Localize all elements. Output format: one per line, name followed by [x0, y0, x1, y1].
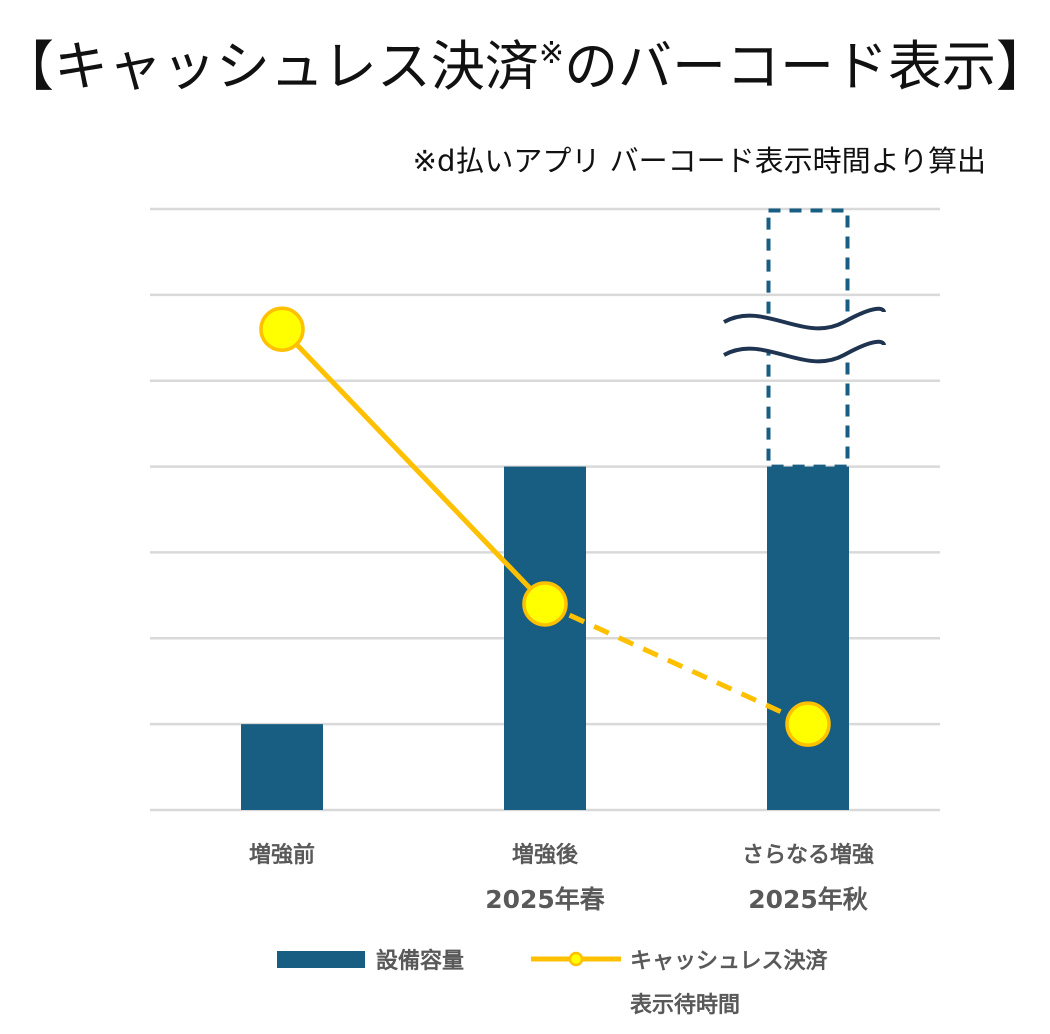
x-tick-label-1: 増強前: [249, 842, 315, 868]
title-main-before: 【キャッシュレス決済: [0, 35, 539, 98]
chart-subtitle: ※d払いアプリ バーコード表示時間より算出: [412, 144, 986, 178]
x-tick-label-2: 増強後: [512, 842, 579, 868]
line-point-1: [259, 306, 305, 352]
x-tick-sublabel-3: 2025年秋: [748, 885, 869, 914]
bar-3: [767, 466, 849, 810]
x-tick-label-3: さらなる増強: [742, 842, 874, 868]
legend-line-marker: [568, 951, 584, 967]
title-main-after: のバーコード表示】: [564, 35, 1050, 98]
line-segment-2: [543, 601, 810, 727]
legend-line-label-line1: キャッシュレス決済: [630, 948, 829, 974]
axis-break-line-lower: [723, 339, 886, 364]
chart-title: 【キャッシュレス決済※のバーコード表示】: [0, 22, 1050, 101]
legend-bar-swatch: [277, 951, 365, 968]
axis-break-line-upper: [723, 306, 886, 331]
legend-bar-label: 設備容量: [376, 948, 464, 974]
title-note-mark: ※: [538, 36, 565, 71]
bar-2: [504, 466, 586, 810]
line-segment-1: [280, 327, 547, 606]
line-point-3: [785, 701, 831, 747]
bar-1: [241, 724, 323, 810]
x-tick-sublabel-2: 2025年春: [485, 885, 605, 914]
line-point-2: [522, 581, 568, 627]
legend-line-label-line2: 表示待時間: [630, 992, 740, 1018]
